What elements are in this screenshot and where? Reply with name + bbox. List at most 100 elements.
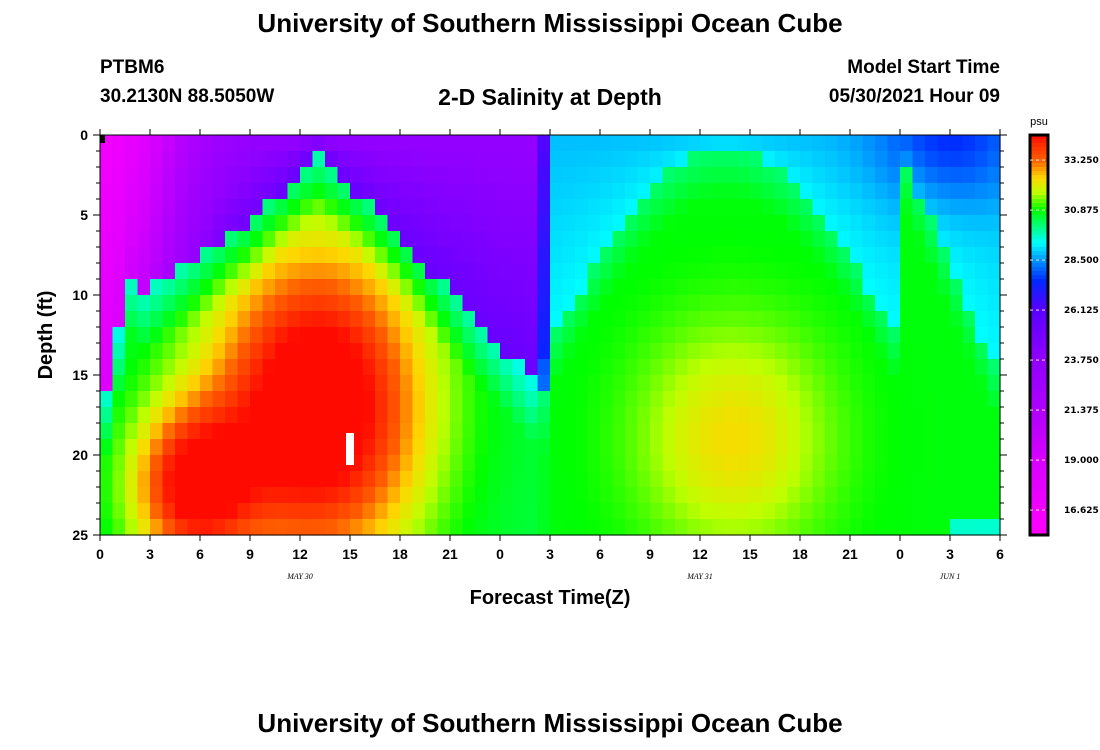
heatmap-cell: [900, 375, 914, 392]
heatmap-cell: [162, 311, 176, 328]
heatmap-cell: [412, 231, 426, 248]
heatmap-cell: [375, 215, 389, 232]
heatmap-cell: [487, 279, 501, 296]
heatmap-cell: [300, 231, 314, 248]
heatmap-cell: [712, 311, 726, 328]
heatmap-cell: [975, 407, 989, 424]
heatmap-cell: [250, 471, 264, 488]
colorbar-swatch: [1030, 443, 1048, 448]
heatmap-cell: [175, 359, 189, 376]
heatmap-cell: [962, 215, 976, 232]
heatmap-cell: [775, 199, 789, 216]
heatmap-cell: [500, 183, 514, 200]
colorbar-swatch: [1030, 291, 1048, 296]
heatmap-cell: [925, 391, 939, 408]
heatmap-cell: [850, 231, 864, 248]
heatmap-cell: [112, 215, 126, 232]
heatmap-cell: [325, 199, 339, 216]
heatmap-cell: [875, 151, 889, 168]
heatmap-cell: [112, 439, 126, 456]
colorbar-swatch: [1030, 303, 1048, 308]
heatmap-cell: [800, 199, 814, 216]
heatmap-cell: [312, 327, 326, 344]
heatmap-cell: [237, 295, 251, 312]
heatmap-cell: [750, 503, 764, 520]
heatmap-cell: [775, 135, 789, 152]
heatmap-cell: [262, 311, 276, 328]
heatmap-cell: [987, 439, 1001, 456]
heatmap-cell: [387, 343, 401, 360]
heatmap-cell: [437, 519, 451, 536]
heatmap-cell: [350, 183, 364, 200]
heatmap-cell: [137, 471, 151, 488]
heatmap-cell: [875, 215, 889, 232]
heatmap-cell: [550, 407, 564, 424]
heatmap-cell: [787, 503, 801, 520]
heatmap-cell: [350, 487, 364, 504]
heatmap-cell: [537, 151, 551, 168]
heatmap-cell: [962, 295, 976, 312]
heatmap-cell: [262, 375, 276, 392]
heatmap-cell: [625, 327, 639, 344]
heatmap-cell: [312, 151, 326, 168]
heatmap-cell: [462, 423, 476, 440]
heatmap-cell: [462, 199, 476, 216]
heatmap-cell: [387, 183, 401, 200]
heatmap-cell: [400, 183, 414, 200]
heatmap-cell: [900, 391, 914, 408]
heatmap-cell: [837, 423, 851, 440]
heatmap-cell: [412, 167, 426, 184]
heatmap-cell: [762, 295, 776, 312]
heatmap-cell: [550, 199, 564, 216]
heatmap-cell: [587, 295, 601, 312]
heatmap-cell: [387, 327, 401, 344]
heatmap-cell: [412, 407, 426, 424]
heatmap-cell: [525, 151, 539, 168]
heatmap-cell: [987, 183, 1001, 200]
heatmap-cell: [787, 199, 801, 216]
heatmap-cell: [725, 391, 739, 408]
heatmap-cell: [950, 151, 964, 168]
heatmap-cell: [575, 519, 589, 536]
heatmap-cell: [300, 327, 314, 344]
heatmap-cell: [550, 135, 564, 152]
heatmap-cell: [562, 327, 576, 344]
heatmap-cell: [762, 199, 776, 216]
heatmap-cell: [125, 151, 139, 168]
heatmap-cell: [325, 455, 339, 472]
heatmap-cell: [437, 407, 451, 424]
heatmap-cell: [475, 455, 489, 472]
heatmap-cell: [937, 503, 951, 520]
colorbar-swatch: [1030, 343, 1048, 348]
heatmap-cell: [375, 471, 389, 488]
heatmap-cell: [362, 455, 376, 472]
heatmap-cell: [675, 487, 689, 504]
heatmap-cell: [300, 391, 314, 408]
heatmap-cell: [750, 231, 764, 248]
heatmap-cell: [787, 327, 801, 344]
heatmap-cell: [912, 263, 926, 280]
heatmap-cell: [937, 215, 951, 232]
heatmap-cell: [212, 503, 226, 520]
heatmap-cell: [300, 471, 314, 488]
heatmap-cell: [400, 471, 414, 488]
heatmap-cell: [975, 519, 989, 536]
heatmap-cell: [725, 327, 739, 344]
heatmap-cell: [150, 519, 164, 536]
heatmap-cell: [912, 231, 926, 248]
heatmap-cell: [525, 407, 539, 424]
heatmap-cell: [637, 311, 651, 328]
heatmap-cell: [650, 343, 664, 360]
colorbar-swatch: [1030, 471, 1048, 476]
heatmap-cell: [537, 407, 551, 424]
heatmap-cell: [500, 167, 514, 184]
heatmap-cell: [275, 151, 289, 168]
heatmap-cell: [325, 279, 339, 296]
y-tick-label: 10: [72, 287, 88, 303]
heatmap-cell: [975, 343, 989, 360]
heatmap-cell: [100, 231, 114, 248]
heatmap-cell: [312, 391, 326, 408]
heatmap-cell: [837, 343, 851, 360]
heatmap-cell: [862, 471, 876, 488]
heatmap-cell: [187, 199, 201, 216]
